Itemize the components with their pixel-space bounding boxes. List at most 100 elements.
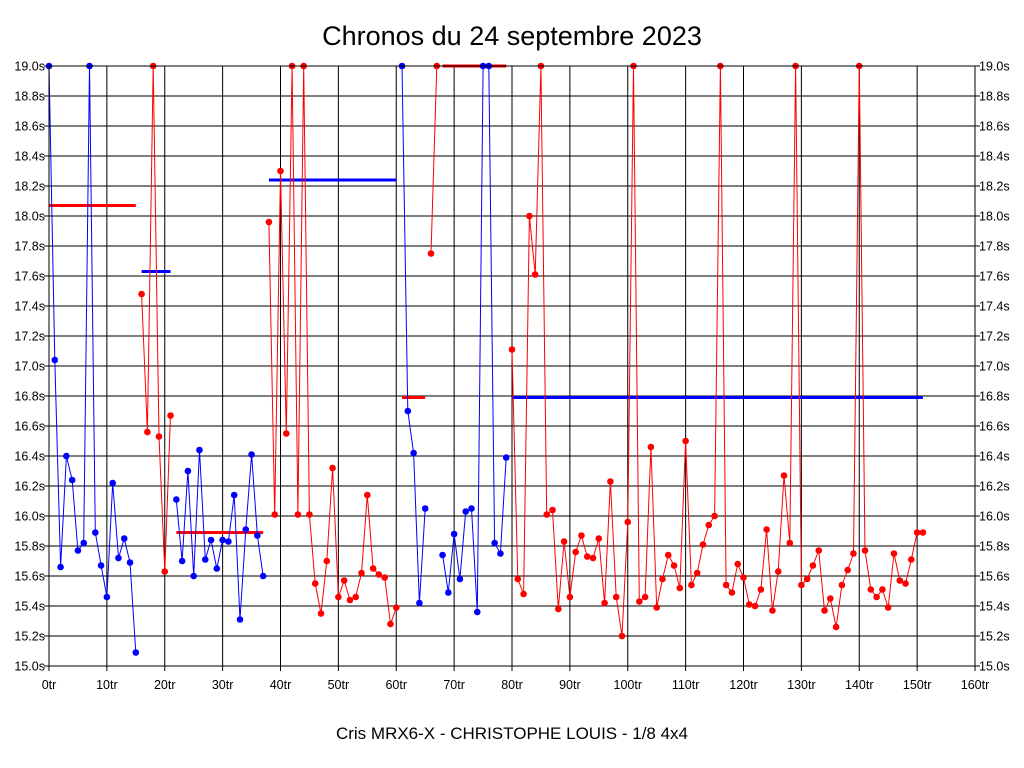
data-point [734,560,742,568]
y-tick-label-right: 17.0s [979,360,1010,374]
data-point [294,511,302,518]
y-tick-label-left: 15.0s [14,660,45,674]
data-point [497,550,504,557]
y-tick-label-left: 17.0s [14,360,45,374]
data-point [636,598,643,605]
data-point [589,554,597,562]
data-point [664,551,672,559]
y-tick-label-right: 19.0s [979,60,1010,74]
y-tick-label-right: 15.8s [979,540,1010,554]
data-point [92,529,99,536]
y-tick-label-left: 17.4s [14,300,45,314]
data-point [827,595,834,602]
x-tick-label: 150tr [903,678,932,692]
data-point [757,586,765,593]
data-point [306,511,313,518]
x-tick-label: 120tr [729,678,758,692]
data-point [572,548,579,556]
y-tick-label-left: 18.2s [14,180,45,194]
data-point [352,593,360,601]
data-point [884,604,892,611]
data-point [531,271,539,278]
data-point [803,575,811,583]
data-point [126,559,134,566]
data-point [896,577,904,584]
data-point [259,572,267,580]
data-point [115,554,122,562]
data-point [173,496,180,503]
data-point [456,575,464,583]
data-point [722,581,730,589]
data-point [421,505,429,512]
data-point [254,532,261,539]
y-tick-label-left: 15.8s [14,540,45,554]
data-point [607,478,614,485]
data-point [74,547,82,554]
data-point [364,491,371,499]
data-point [271,511,279,518]
y-tick-label-left: 18.6s [14,120,45,134]
data-point [774,568,782,575]
data-point [404,407,412,415]
y-tick-label-left: 18.4s [14,150,45,164]
data-point [103,593,111,601]
y-tick-label-left: 17.8s [14,240,45,254]
data-point [612,593,620,601]
y-tick-label-left: 17.2s [14,330,45,344]
y-tick-label-right: 17.8s [979,240,1010,254]
data-point [520,590,527,598]
y-tick-label-right: 15.2s [979,630,1010,644]
series-line [268,65,397,625]
data-point [566,593,574,601]
x-tick-label: 100tr [614,678,643,692]
data-point [184,467,192,475]
data-point [578,532,585,539]
data-point [682,437,689,445]
data-point [311,580,319,587]
data-point [369,565,377,572]
data-point [282,430,290,437]
data-point [317,610,325,617]
data-point [526,212,533,220]
chart-subtitle: Cris MRX6-X - CHRISTOPHE LOUIS - 1/8 4x4 [336,724,688,743]
data-point [705,521,713,529]
y-tick-label-right: 17.4s [979,300,1010,314]
y-tick-label-right: 15.6s [979,570,1010,584]
data-point [647,443,655,451]
data-point [653,604,660,611]
x-tick-label: 80tr [501,678,523,692]
y-tick-label-right: 18.8s [979,90,1010,104]
x-tick-label: 20tr [154,678,176,692]
data-point [97,562,105,569]
data-point [751,602,759,610]
data-point [462,508,470,515]
data-point [763,526,770,533]
data-point [879,586,886,593]
data-point [508,346,516,353]
data-point [207,536,215,544]
data-point [190,572,197,580]
average-lines [49,64,923,534]
data-point [248,451,255,458]
data-point [57,563,64,571]
data-point [832,623,840,631]
data-point [381,574,388,581]
data-point [601,599,608,607]
data-point [844,566,851,574]
data-point [711,512,718,520]
y-tick-label-left: 19.0s [14,60,45,74]
data-point [410,449,417,457]
data-point [670,562,678,569]
data-point [445,589,452,596]
y-tick-label-left: 16.2s [14,480,45,494]
x-tick-label: 90tr [559,678,581,692]
y-tick-label-right: 18.2s [979,180,1010,194]
data-point [745,601,753,608]
y-tick-label-right: 16.4s [979,450,1010,464]
data-point [236,616,244,623]
y-tick-label-right: 16.0s [979,510,1010,524]
data-point [913,529,921,536]
data-point [132,649,140,656]
chart-title: Chronos du 24 septembre 2023 [322,21,702,51]
data-point [427,250,435,257]
